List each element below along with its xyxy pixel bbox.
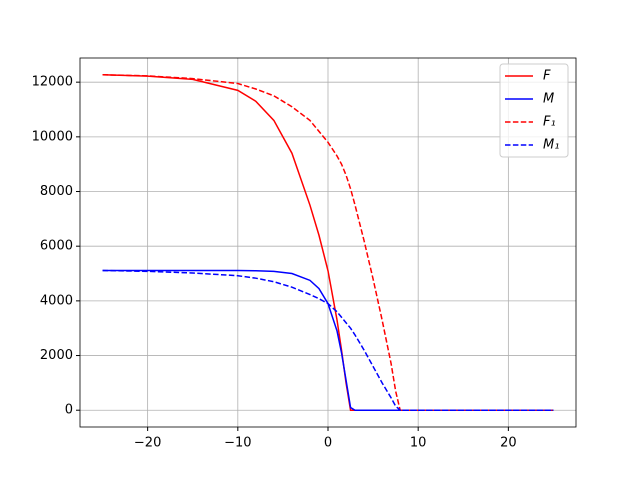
y-tick-label: 0 — [65, 403, 73, 418]
y-tick-label: 6000 — [40, 239, 73, 254]
x-tick-label: −20 — [134, 436, 161, 451]
series-line — [102, 269, 554, 411]
x-tick-label: 0 — [324, 436, 332, 451]
legend-label: F₁ — [543, 115, 556, 130]
y-tick-label: 2000 — [40, 348, 73, 363]
y-tick-label: 12000 — [32, 75, 73, 90]
y-tick-label: 8000 — [40, 184, 73, 199]
x-tick-label: 20 — [500, 436, 517, 451]
x-tick-label: −10 — [224, 436, 251, 451]
legend: FM F₁ M₁ — [499, 63, 569, 158]
legend-label: F — [543, 69, 551, 84]
legend-label: M₁ — [543, 138, 559, 153]
legend-label: M — [543, 92, 554, 107]
legend-box — [499, 63, 569, 158]
x-tick-label: 10 — [410, 436, 427, 451]
y-tick-label: 4000 — [40, 293, 73, 308]
y-tick-label: 10000 — [32, 129, 73, 144]
plot-frame — [79, 57, 577, 428]
